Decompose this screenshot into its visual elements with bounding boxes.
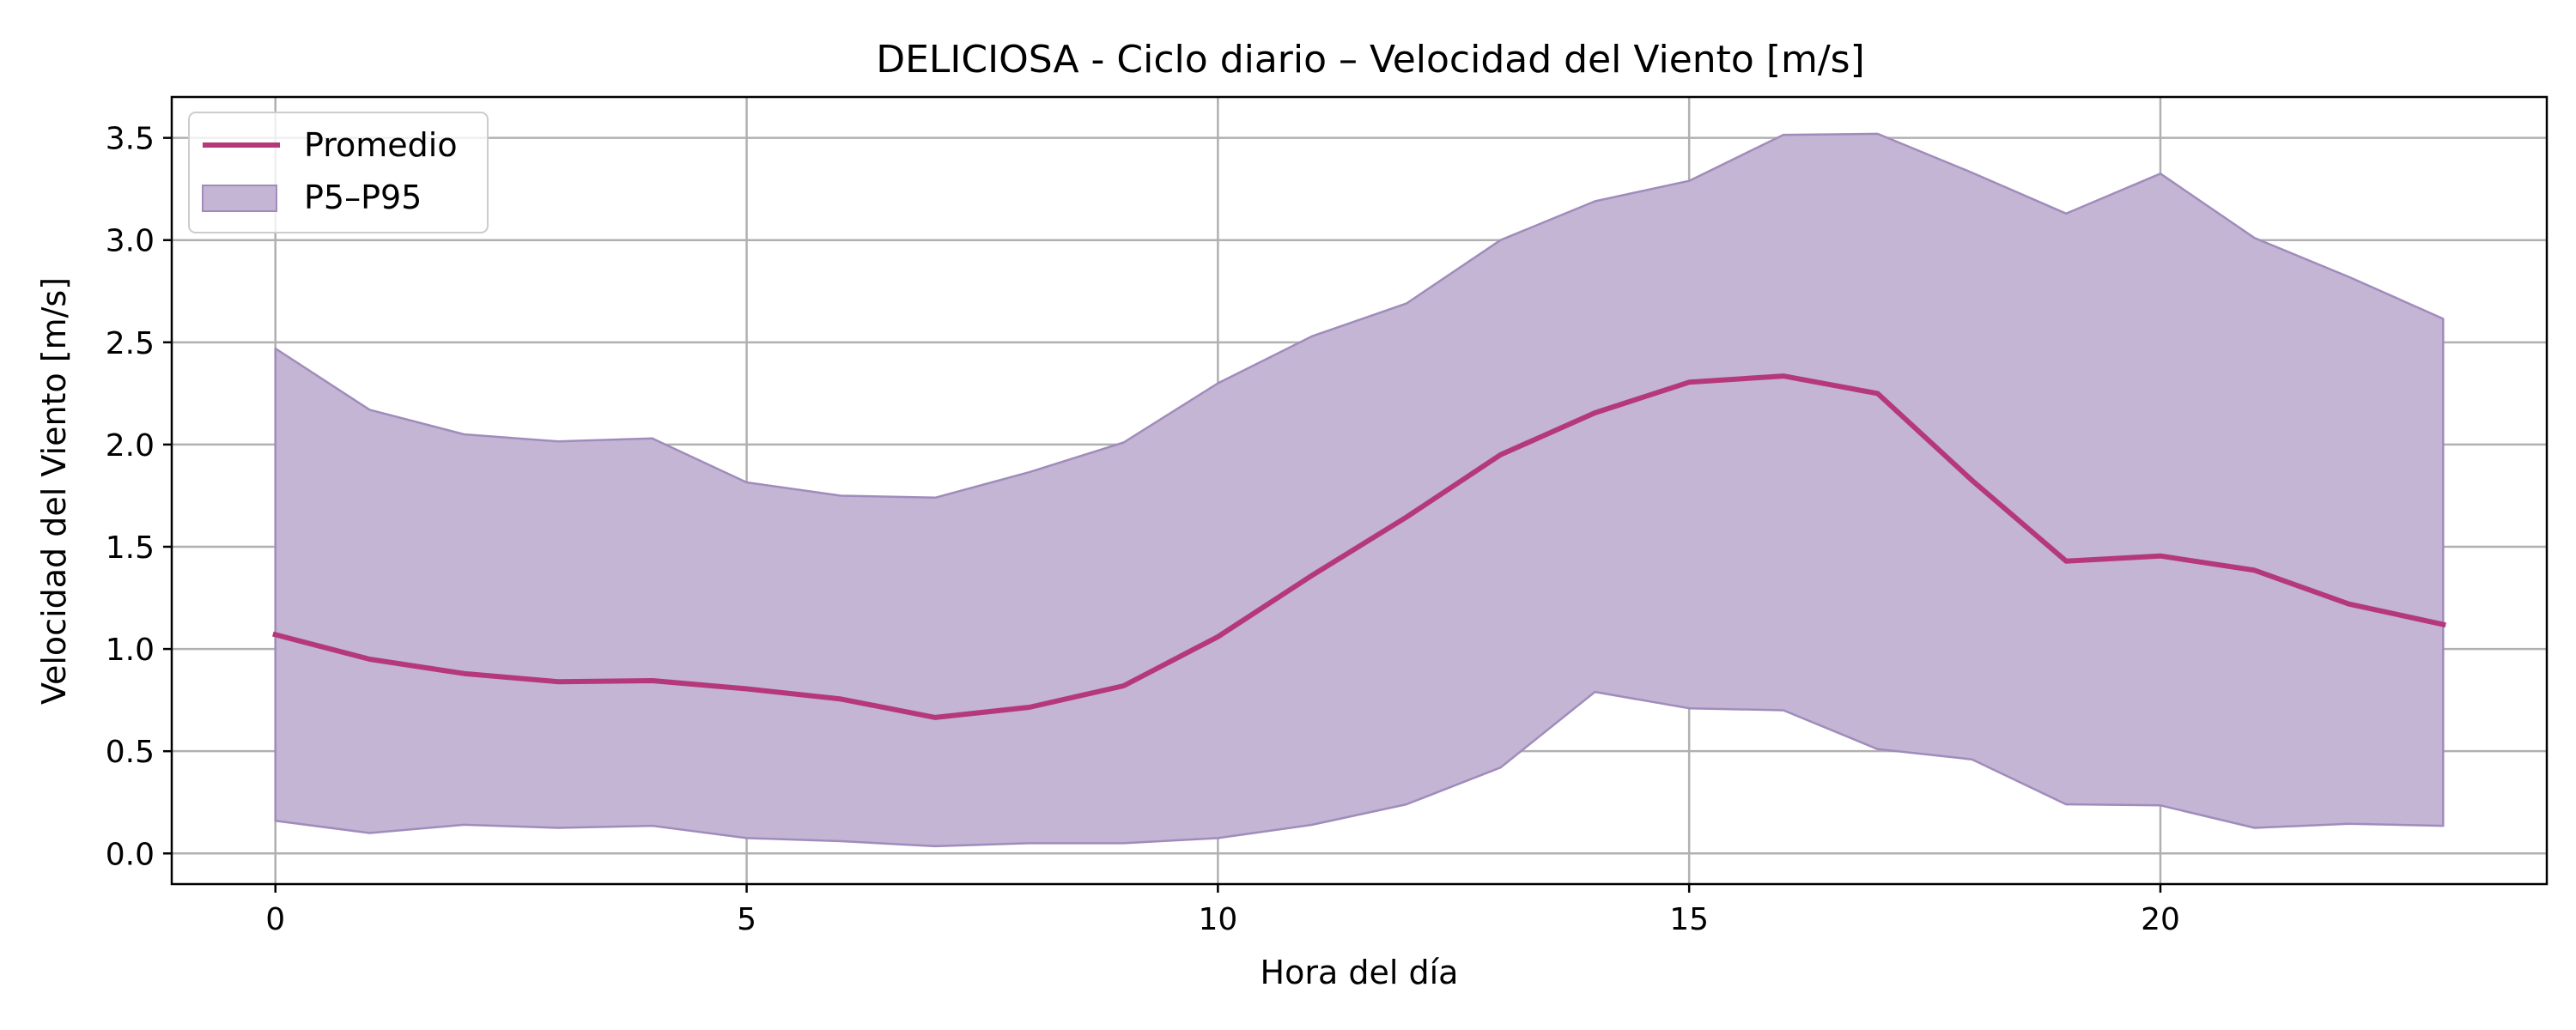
legend-label-promedio: Promedio [304, 126, 458, 164]
y-tick-label: 1.5 [106, 530, 155, 566]
x-tick-label: 15 [1669, 902, 1709, 937]
x-tick-label: 5 [737, 902, 756, 937]
x-tick-label: 10 [1198, 902, 1237, 937]
y-tick-label: 1.0 [106, 633, 155, 668]
y-tick-label: 2.0 [106, 428, 155, 464]
y-axis-label: Velocidad del Viento [m/s] [35, 277, 73, 705]
legend-swatch-p5-p95 [202, 185, 277, 212]
line-layer [272, 373, 2446, 720]
x-axis-label: Hora del día [1261, 954, 1459, 991]
y-axis-ticks: 0.0 0.5 1.0 1.5 2.0 2.5 3.0 3.5 [106, 122, 172, 872]
y-tick-label: 3.0 [106, 224, 155, 259]
plot-area-frame [170, 95, 2549, 886]
chart-title: DELICIOSA - Ciclo diario – Velocidad del… [876, 38, 1865, 82]
band-p5-p95 [274, 132, 2445, 848]
legend: Promedio P5–P95 [188, 112, 489, 233]
y-tick-label: 0.5 [106, 735, 155, 770]
x-tick-label: 20 [2141, 902, 2180, 937]
x-axis-ticks: 0 5 10 15 20 [265, 884, 2180, 937]
y-tick-label: 0.0 [106, 837, 155, 872]
y-tick-label: 2.5 [106, 326, 155, 361]
band-layer [274, 132, 2445, 848]
legend-label-p5-p95: P5–P95 [304, 179, 422, 216]
series-line-promedio [272, 373, 2446, 720]
x-tick-label: 0 [265, 902, 285, 937]
y-tick-label: 3.5 [106, 122, 155, 157]
